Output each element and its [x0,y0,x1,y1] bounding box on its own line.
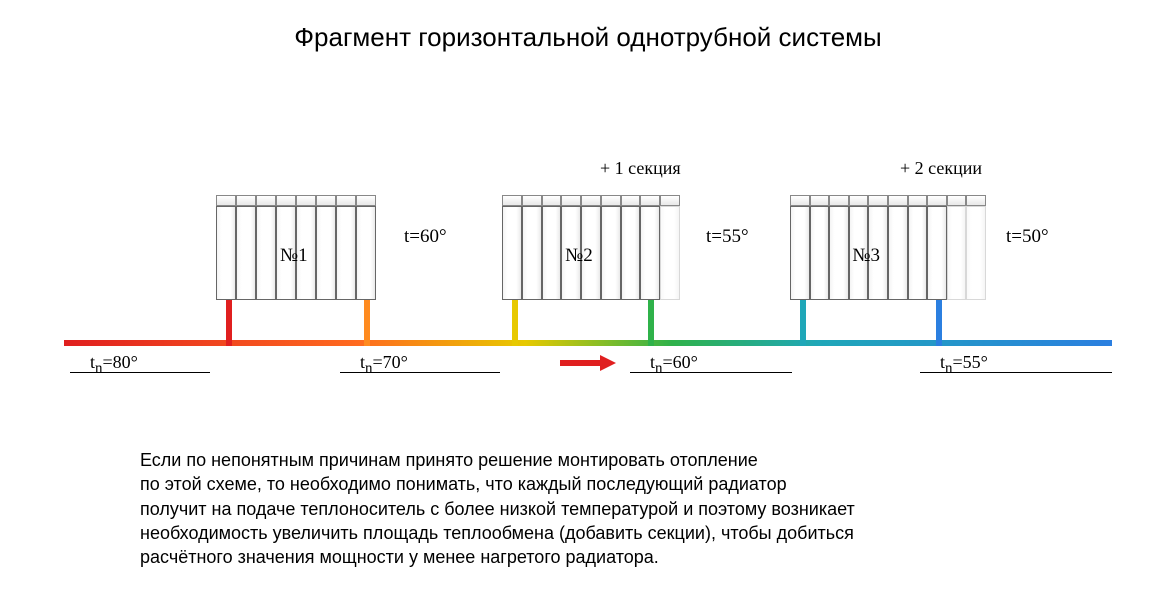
add-sections-label-3: + 2 секции [900,158,982,179]
flow-arrow-bar [560,360,600,366]
riser-out-3 [936,300,942,346]
radiator-1 [216,186,376,300]
outlet-temp-2: t=55° [706,226,749,248]
radiator-2 [502,186,680,300]
riser-in-1 [226,300,232,346]
riser-out-1 [364,300,370,346]
main-temp-label-1: tn=80° [90,352,138,378]
radiator-3 [790,186,986,300]
outlet-temp-1: t=60° [404,226,447,248]
radiator-label-1: №1 [280,245,308,267]
page-title: Фрагмент горизонтальной однотрубной сист… [0,22,1176,53]
flow-arrow-head [600,355,616,371]
main-pipe [64,340,1112,346]
riser-in-2 [512,300,518,346]
riser-in-3 [800,300,806,346]
main-temp-label-2: tn=70° [360,352,408,378]
main-temp-label-4: tn=55° [940,352,988,378]
explanation-text: Если по непонятным причинам принято реше… [140,448,1060,569]
main-temp-label-3: tn=60° [650,352,698,378]
outlet-temp-3: t=50° [1006,226,1049,248]
radiator-label-2: №2 [565,245,593,267]
add-sections-label-2: + 1 секция [600,158,681,179]
riser-out-2 [648,300,654,346]
radiator-label-3: №3 [852,245,880,267]
heating-diagram: Фрагмент горизонтальной однотрубной сист… [0,0,1176,605]
